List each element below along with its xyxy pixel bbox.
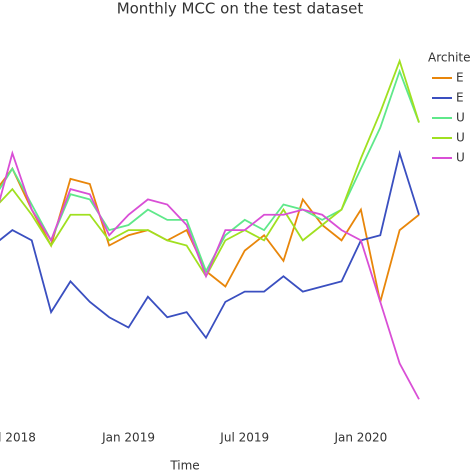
- legend-label: U: [456, 111, 465, 125]
- legend-label: U: [456, 131, 465, 145]
- x-tick-label: Jul 2019: [219, 431, 269, 445]
- series-line: [0, 58, 420, 279]
- series-line: [0, 166, 420, 303]
- series-line: [0, 68, 420, 274]
- legend-label: U: [456, 151, 465, 165]
- legend-label: E: [456, 91, 464, 105]
- series-line: [0, 149, 420, 340]
- plot-area: [0, 58, 420, 400]
- x-tick-label: Jan 2020: [333, 431, 387, 445]
- series-line: [0, 150, 420, 400]
- legend-label: E: [456, 71, 464, 85]
- x-axis-label: Time: [169, 459, 199, 473]
- x-tick-label: Jan 2019: [101, 431, 155, 445]
- chart-title: Monthly MCC on the test dataset: [117, 0, 364, 18]
- x-tick-label: l 2018: [0, 431, 36, 445]
- legend-title: Archite: [428, 51, 471, 65]
